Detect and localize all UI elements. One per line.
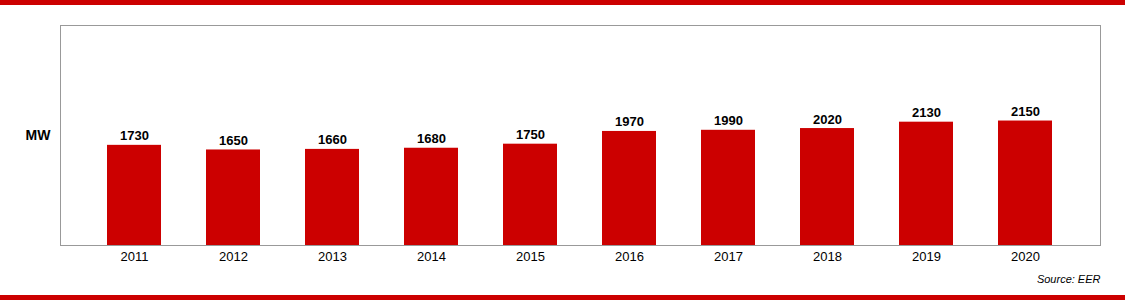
svg-text:2011: 2011 — [121, 249, 149, 264]
svg-text:1650: 1650 — [219, 133, 248, 148]
svg-text:2020: 2020 — [813, 112, 842, 127]
svg-text:MW: MW — [26, 127, 52, 143]
svg-text:1730: 1730 — [120, 128, 149, 143]
svg-text:2013: 2013 — [318, 249, 347, 264]
svg-text:1750: 1750 — [516, 127, 545, 142]
svg-text:1680: 1680 — [417, 131, 446, 146]
svg-text:1660: 1660 — [318, 132, 347, 147]
svg-text:2015: 2015 — [516, 249, 545, 264]
svg-text:2019: 2019 — [912, 249, 941, 264]
svg-text:2017: 2017 — [714, 249, 743, 264]
svg-text:1970: 1970 — [615, 114, 644, 129]
svg-text:2012: 2012 — [219, 249, 248, 264]
svg-text:Source: EER: Source: EER — [1037, 273, 1101, 285]
svg-text:2016: 2016 — [615, 249, 644, 264]
svg-text:2020: 2020 — [1011, 249, 1040, 264]
svg-text:2018: 2018 — [813, 249, 842, 264]
svg-text:2130: 2130 — [912, 105, 941, 120]
svg-text:2150: 2150 — [1011, 104, 1040, 119]
svg-text:2014: 2014 — [417, 249, 446, 264]
svg-text:1990: 1990 — [714, 113, 743, 128]
